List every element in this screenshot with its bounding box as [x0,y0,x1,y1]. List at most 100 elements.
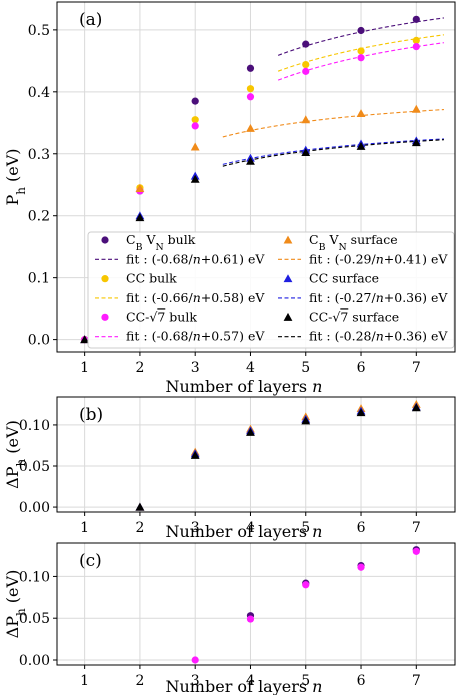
data-point [190,174,200,183]
data-point [246,615,255,623]
x-tick-label: 1 [80,360,89,376]
data-point [412,36,420,45]
data-point [246,123,255,132]
legend-fit-label: fit : (-0.27/n+0.36) eV [309,290,448,305]
data-point [411,104,421,113]
axes-frame [56,396,456,513]
y-axis-label: ΔPh (eV) [3,420,28,489]
x-tick-label: 4 [246,360,255,376]
data-point [357,26,365,35]
legend-fit-label: fit : (-0.68/n+0.57) eV [126,329,265,344]
y-tick-label: 0.5 [28,23,50,39]
data-point [412,15,420,23]
legend-fit-label: fit : (-0.68/n+0.61) eV [126,251,265,266]
y-tick-label: 0.2 [28,209,50,225]
legend-label: CB VN surface [309,232,398,253]
data-point [412,43,420,51]
data-point [301,148,311,157]
legend-marker-ccr7 [101,313,109,321]
panel-label: (b) [79,405,103,425]
y-axis-label: Ph (eV) [3,148,28,205]
series-cc_s [135,402,421,511]
y-tick-label: 0.05 [19,459,50,475]
series-cbvn [246,546,420,620]
data-point [190,450,200,459]
data-point [135,502,145,511]
x-tick-label: 4 [246,520,255,536]
legend-label: CC-√7 surface [309,309,399,324]
x-tick-label: 7 [412,673,421,689]
legend-fit-label: fit : (-0.66/n+0.58) eV [126,290,265,305]
y-tick-label: 0.05 [19,611,50,627]
x-tick-label: 6 [357,520,366,536]
x-tick-label: 7 [412,360,421,376]
legend-marker-cbvn_s [283,235,293,244]
fit-line-cbvn_s [222,109,444,138]
data-point [356,141,366,150]
legend-box [87,231,455,349]
data-point [412,547,420,555]
y-axis-label: ΔPh (eV) [3,570,28,639]
data-point [191,122,199,130]
x-tick-label: 2 [135,673,144,689]
fit-line-cc_s [222,138,444,165]
y-tick-label: 0.10 [19,569,50,585]
data-point [301,416,311,425]
axes-frame [56,1,456,353]
x-tick-label: 6 [357,673,366,689]
data-point [411,138,421,147]
data-point [357,563,365,571]
panel-a: 1 2 3 4 5 6 7 0.0 0.1 0.2 0.3 0.4 0.5 (a) Number of la… [3,1,456,396]
panel-label: (c) [79,551,102,571]
data-point [191,656,199,664]
data-point [190,142,200,151]
series-ccr7_s [80,138,421,344]
y-tick-label: 0.00 [19,653,50,669]
y-tick-label: 0.10 [19,418,50,434]
panel-b: 1 2 3 4 5 6 7 0.00 0.05 0.10 (b) Number of layers n… [3,396,456,541]
series-ccr7 [191,547,420,664]
fit-line-ccr7_s [222,139,444,167]
legend-label: CC bulk [126,271,177,286]
x-tick-label: 5 [301,673,310,689]
series-cbvn_s [135,399,421,511]
x-tick-label: 2 [135,520,144,536]
x-axis-label: Number of layers n [166,377,323,396]
legend-label: CB VN bulk [126,232,196,253]
legend-marker-cc [101,275,109,283]
data-point [302,60,310,69]
data-point [357,47,365,55]
legend-fit-label: fit : (-0.29/n+0.41) eV [309,251,448,266]
legend-marker-cbvn [101,236,109,244]
x-tick-label: 3 [191,520,200,536]
y-tick-label: 0.4 [28,85,50,101]
data-point [135,213,145,222]
data-point [246,64,255,72]
legend-fit-label: fit : (-0.28/n+0.36) eV [309,329,448,344]
data-point [191,97,199,105]
series-ccr7 [81,43,420,344]
x-tick-label: 6 [357,360,366,376]
x-tick-label: 1 [80,673,89,689]
x-tick-label: 3 [191,673,200,689]
y-tick-label: 0.1 [28,271,50,287]
series-ccr7_s [135,403,421,511]
data-point [302,67,310,75]
legend-label: CC-√7 bulk [126,309,197,324]
x-tick-label: 3 [191,360,200,376]
y-tick-label: 0.3 [28,147,50,163]
panel-label: (a) [79,10,102,30]
data-point [301,115,311,124]
legend-marker-cc_s [283,274,293,283]
panel-c: 1 2 3 4 5 6 7 0.00 0.05 0.10 (c) Number of layers n… [3,542,456,695]
x-tick-label: 5 [301,360,310,376]
legend-label: CC surface [309,271,379,286]
data-point [302,581,310,589]
x-tick-label: 5 [301,520,310,536]
data-point [357,54,365,62]
data-point [135,184,145,192]
x-tick-label: 1 [80,520,89,536]
data-point [246,93,255,101]
